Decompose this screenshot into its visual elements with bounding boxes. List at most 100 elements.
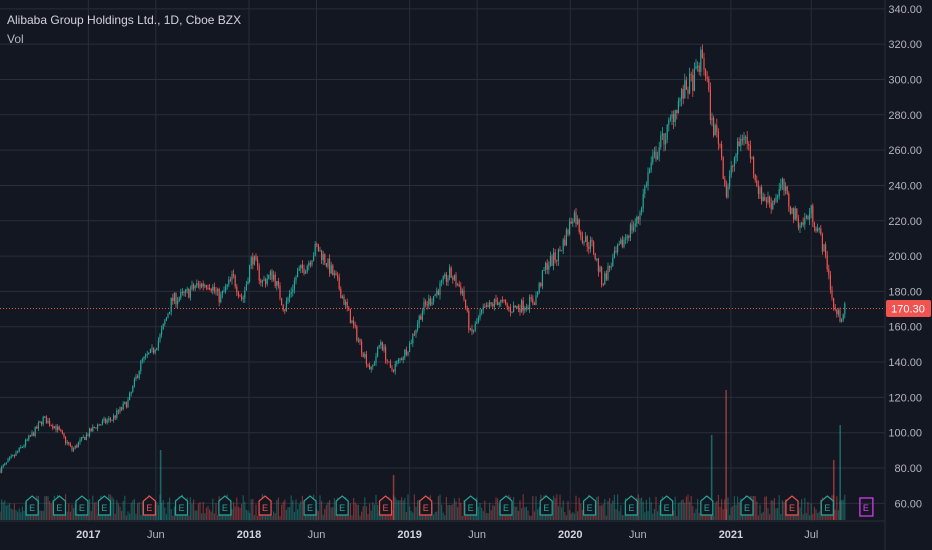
candle-body [713, 117, 715, 136]
earnings-flag-icon[interactable]: E [700, 495, 714, 516]
candle-body [449, 267, 451, 278]
earnings-flag-icon[interactable]: E [859, 497, 874, 517]
volume-spike-bar [710, 435, 713, 520]
volume-bar [620, 505, 622, 520]
volume-bar [773, 498, 775, 520]
earnings-flag-icon[interactable]: E [624, 495, 638, 516]
candle-body [548, 265, 550, 270]
candle-body [737, 141, 739, 155]
candle-body [567, 230, 569, 235]
earnings-flag-icon[interactable]: E [142, 495, 157, 516]
candle-body [453, 274, 455, 280]
candle-body [500, 299, 502, 303]
candle-body [117, 410, 119, 412]
candle-body [257, 259, 259, 267]
candle-body [521, 300, 523, 313]
volume-legend-label[interactable]: Vol [7, 32, 24, 46]
candle-body [186, 289, 188, 291]
time-axis[interactable]: 2017 Jun 2018 Jun 2019 Jun 2020 Jun 2021 Jul [76, 529, 818, 541]
volume-bar [213, 513, 215, 520]
price-axis[interactable]: 60.00 80.00 100.00 120.00 140.00 160.00 180.00… [888, 4, 922, 511]
earnings-flag-icon[interactable]: E [499, 495, 513, 516]
earnings-flag-icon[interactable]: E [820, 495, 834, 516]
candle-body [268, 274, 270, 279]
earnings-flag-icon[interactable]: E [52, 495, 67, 516]
candle-body [215, 290, 217, 292]
candle-body [473, 330, 475, 332]
earnings-flag-icon[interactable]: E [660, 495, 674, 516]
symbol-title[interactable]: Alibaba Group Holdings Ltd., 1D, Cboe BZ… [7, 13, 242, 27]
earnings-flag-icon[interactable]: E [174, 495, 189, 516]
candle-body [810, 205, 812, 214]
candle-body [297, 270, 299, 278]
volume-bar [13, 503, 15, 520]
volume-bar [580, 503, 582, 520]
candle-body [809, 213, 811, 220]
earnings-flag-icon[interactable]: E [582, 495, 597, 516]
candle-body [354, 324, 356, 327]
volume-bar [279, 515, 281, 520]
volume-bar [73, 508, 75, 520]
candle-body [319, 250, 321, 252]
volume-bar [199, 502, 201, 520]
earnings-marker-label: E [468, 503, 474, 513]
candle-body [820, 228, 822, 235]
volume-spike-bar [159, 450, 162, 520]
earnings-flag-icon[interactable]: E [335, 495, 349, 516]
earnings-marker-shape [660, 495, 674, 516]
volume-bar [757, 515, 759, 520]
candle-body [533, 303, 535, 305]
earnings-flag-icon[interactable]: E [378, 495, 393, 516]
volume-bar [189, 497, 191, 520]
volume-bar [690, 495, 692, 520]
volume-bar [484, 500, 486, 520]
earnings-flag-icon[interactable]: E [25, 495, 39, 516]
volume-bar [629, 512, 631, 520]
candle-body [700, 49, 702, 72]
volume-bar [114, 513, 116, 520]
candle-body [636, 217, 638, 224]
volume-bar [477, 506, 479, 520]
time-tick-label: Jun [629, 529, 647, 541]
candle-body [583, 241, 585, 243]
earnings-flag-icon[interactable]: E [419, 495, 433, 516]
candle-body [373, 363, 375, 365]
earnings-flag-icon[interactable]: E [218, 495, 232, 516]
candle-body [340, 288, 342, 299]
candle-body [593, 241, 595, 254]
candle-body [337, 275, 339, 278]
earnings-marker-shape [218, 495, 232, 516]
earnings-flag-icon[interactable]: E [75, 495, 89, 516]
candle-body [39, 421, 41, 424]
candle-body [157, 340, 159, 348]
candle-body [786, 186, 788, 194]
earnings-flag-icon[interactable]: E [258, 495, 272, 516]
candle-body [285, 301, 287, 311]
earnings-flag-icon[interactable]: E [740, 495, 754, 516]
volume-bar [357, 504, 359, 520]
volume-bar [169, 497, 171, 520]
volume-bar [754, 495, 756, 520]
candle-body [807, 215, 809, 220]
earnings-flag-icon[interactable]: E [97, 495, 112, 516]
volume-bar [437, 496, 439, 520]
earnings-flag-icon[interactable]: E [464, 495, 478, 516]
candle-body [409, 343, 411, 353]
volume-bar [460, 502, 462, 520]
volume-bar [394, 497, 396, 520]
earnings-marker-label: E [79, 503, 85, 513]
volume-bar [810, 503, 812, 520]
earnings-flag-icon[interactable]: E [785, 495, 799, 516]
volume-bar [557, 506, 559, 520]
candle-body [50, 425, 52, 427]
volume-bar [677, 503, 679, 520]
earnings-marker-shape [740, 495, 754, 516]
candle-body [381, 342, 383, 351]
volume-bar [293, 511, 295, 520]
candle-body [612, 257, 614, 267]
earnings-flag-icon[interactable]: E [539, 495, 553, 516]
earnings-flag-icon[interactable]: E [303, 495, 317, 516]
volume-bar [769, 514, 771, 520]
